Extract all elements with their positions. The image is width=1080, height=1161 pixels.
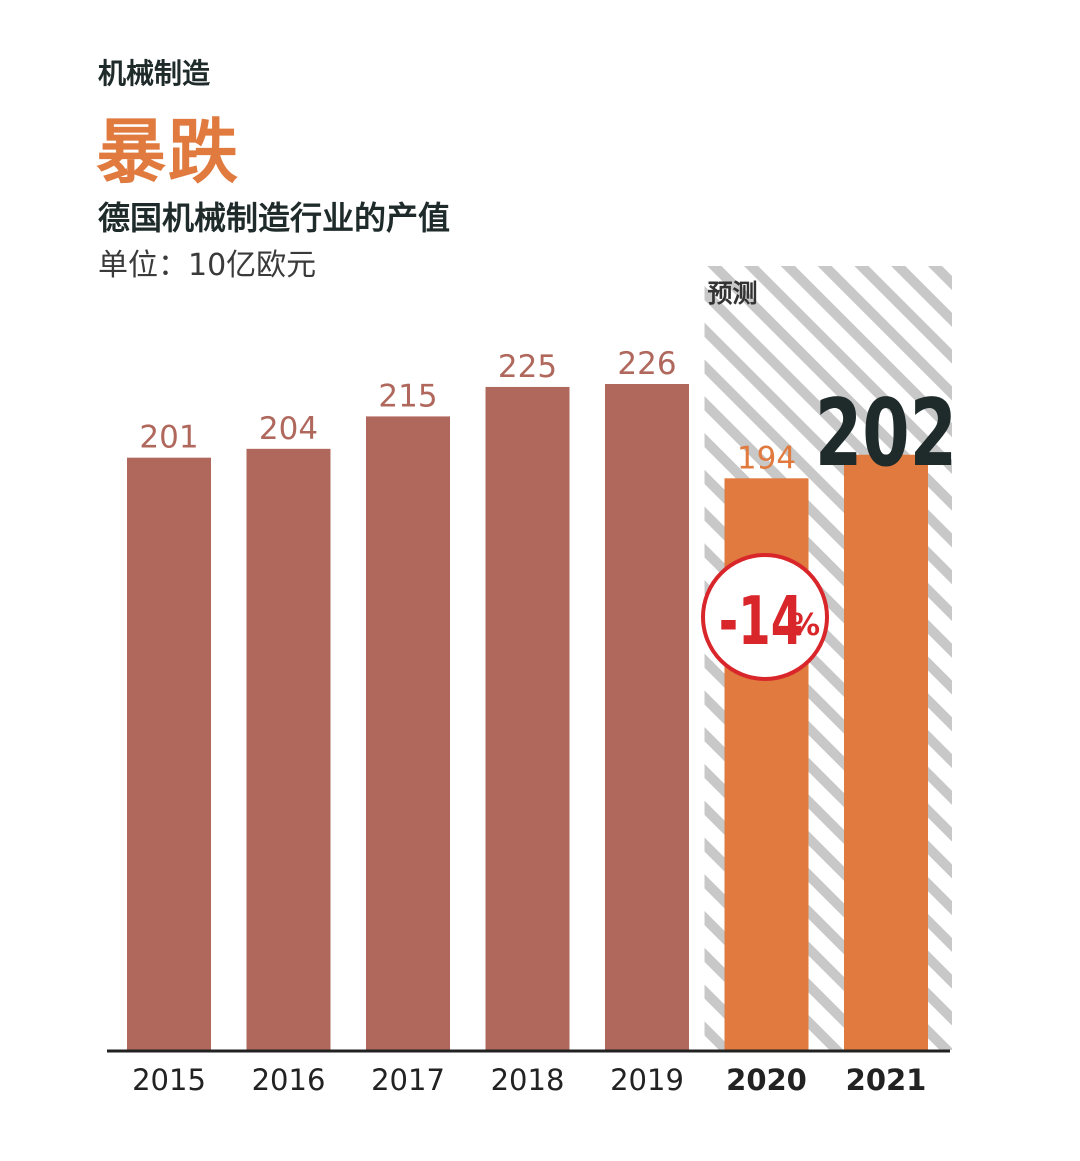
- unit-label: 单位：10亿欧元: [98, 248, 317, 283]
- data-label-2021: 202: [815, 379, 957, 488]
- bar-2018: [485, 386, 570, 1050]
- bar-2016: [246, 448, 331, 1050]
- forecast-label: 预测: [708, 279, 758, 308]
- data-label-2018: 225: [498, 349, 557, 385]
- data-label-2016: 204: [259, 411, 318, 447]
- data-label-2017: 215: [378, 378, 437, 414]
- data-label-2015: 201: [139, 420, 198, 456]
- bar-2015: [127, 457, 211, 1050]
- chart-title: 德国机械制造行业的产值: [98, 199, 451, 237]
- x-tick-2018: 2018: [491, 1063, 565, 1097]
- kicker: 机械制造: [98, 57, 211, 90]
- data-label-2019: 226: [617, 346, 676, 382]
- change-badge: [701, 553, 829, 681]
- x-tick-2015: 2015: [132, 1063, 206, 1097]
- bar-2019: [605, 384, 689, 1050]
- data-label-2020: 194: [737, 440, 796, 476]
- headline: 暴跌: [96, 111, 240, 193]
- x-tick-2020: 2020: [726, 1063, 807, 1097]
- bar-2017: [366, 416, 450, 1051]
- change-badge-suffix: %: [790, 608, 820, 643]
- x-tick-2017: 2017: [371, 1063, 445, 1097]
- change-badge-value: -14: [719, 581, 804, 660]
- x-tick-2016: 2016: [252, 1063, 326, 1097]
- bar-2021: [844, 454, 928, 1050]
- x-tick-2021: 2021: [846, 1063, 927, 1097]
- x-tick-2019: 2019: [610, 1063, 684, 1097]
